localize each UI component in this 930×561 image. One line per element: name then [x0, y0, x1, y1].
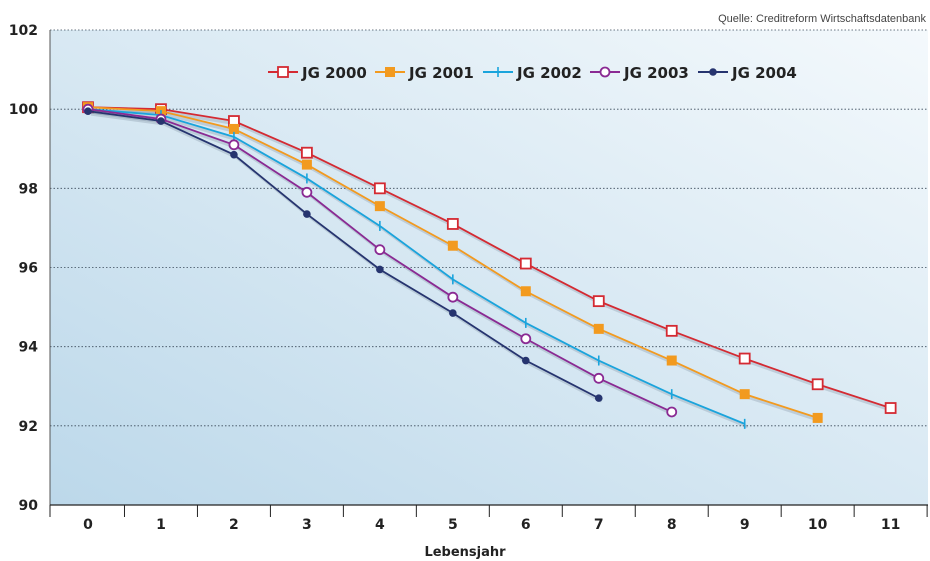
x-tick-label: 4: [375, 517, 385, 533]
y-tick-label: 92: [19, 419, 38, 435]
x-tick-label: 9: [740, 517, 750, 533]
x-tick-label: 3: [302, 517, 312, 533]
data-point: [300, 146, 313, 159]
legend-entry-jg-2003: JG 2003: [590, 64, 689, 82]
source-note: Quelle: Creditreform Wirtschaftsdatenban…: [718, 13, 926, 25]
data-point: [230, 150, 238, 159]
data-point: [519, 257, 532, 270]
x-tick-label: 8: [667, 517, 677, 533]
data-point: [593, 372, 605, 384]
legend-label: JG 2001: [408, 64, 474, 82]
data-point: [447, 291, 459, 303]
legend-marker: [599, 66, 611, 78]
data-point: [303, 210, 311, 218]
legend-marker: [277, 66, 289, 78]
legend-entry-jg-2001: JG 2001: [375, 64, 474, 82]
data-point: [228, 139, 240, 151]
y-tick-label: 94: [19, 340, 39, 356]
series-jg-2003: [82, 103, 678, 418]
data-point: [84, 107, 92, 115]
data-point: [449, 309, 457, 317]
legend-label: JG 2002: [516, 64, 582, 82]
data-point: [884, 402, 897, 414]
data-point: [301, 186, 313, 198]
data-point: [666, 406, 678, 418]
x-tick-label: 6: [521, 517, 531, 533]
data-point: [446, 218, 459, 230]
x-tick-label: 10: [808, 517, 828, 533]
series-jg-2000: [82, 101, 897, 414]
y-tick-label: 102: [9, 23, 38, 39]
data-point: [738, 352, 751, 365]
x-tick-label: 0: [83, 517, 93, 533]
data-point: [373, 182, 386, 195]
data-point: [157, 117, 165, 125]
data-point: [665, 324, 678, 337]
x-tick-label: 1: [156, 517, 166, 533]
data-point: [374, 244, 386, 256]
legend-label: JG 2003: [623, 64, 689, 82]
data-point: [594, 394, 603, 402]
series-jg-2004: [84, 107, 603, 403]
series-line: [87, 108, 746, 425]
y-tick-label: 96: [19, 261, 38, 277]
legend-label: JG 2000: [301, 64, 367, 82]
x-axis-label: Lebensjahr: [424, 545, 506, 560]
series-layer: [82, 101, 897, 429]
data-point: [666, 355, 677, 366]
series-line: [87, 110, 600, 399]
legend-entry-jg-2000: JG 2000: [268, 64, 367, 82]
y-tick-label: 98: [19, 181, 38, 197]
legend: JG 2000 JG 2001 JG 2002 JG 2003 JG 2004: [268, 64, 797, 82]
x-tick-label: 11: [881, 517, 900, 533]
legend-entry-jg-2002: JG 2002: [483, 64, 582, 82]
legend-marker: [385, 67, 395, 77]
axes: 90 92 94 96 98 100 102 0 1 2 3 4 5 6 7 8 9 10 11: [9, 23, 928, 533]
x-tick-label: 2: [229, 517, 239, 533]
data-point: [522, 356, 530, 365]
data-point: [374, 201, 385, 212]
series-shadow: [90, 108, 895, 413]
data-point: [811, 378, 824, 391]
y-tick-label: 90: [19, 498, 39, 514]
series-line: [87, 106, 891, 409]
series-jg-2001: [83, 102, 823, 423]
data-point: [520, 333, 532, 345]
legend-label: JG 2004: [731, 64, 797, 82]
x-tick-label: 5: [448, 517, 458, 533]
x-tick-label: 7: [594, 517, 604, 533]
data-point: [301, 159, 312, 170]
data-point: [447, 240, 458, 251]
y-tick-label: 100: [9, 102, 38, 118]
legend-marker: [709, 68, 717, 76]
legend-entry-jg-2004: JG 2004: [698, 64, 797, 82]
data-point: [520, 286, 531, 297]
data-point: [739, 389, 750, 400]
data-point: [593, 323, 604, 334]
data-point: [376, 265, 384, 274]
data-point: [812, 412, 823, 423]
data-point: [592, 295, 605, 308]
